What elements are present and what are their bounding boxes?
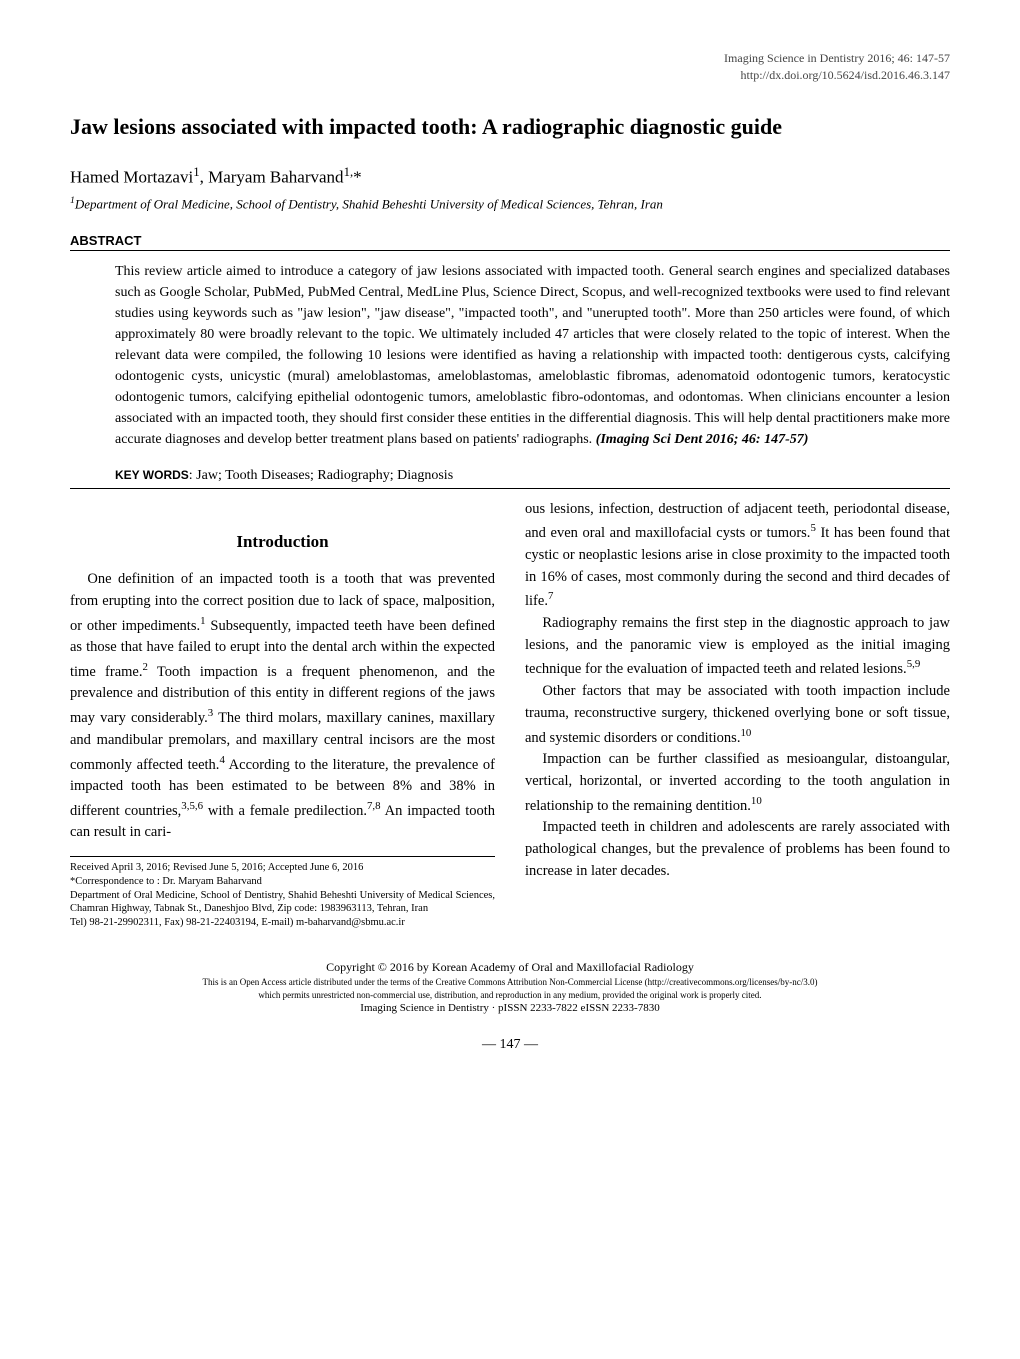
body-paragraph: Radiography remains the first step in th… bbox=[525, 613, 950, 681]
footnote-received: Received April 3, 2016; Revised June 5, … bbox=[70, 861, 495, 875]
article-title: Jaw lesions associated with impacted too… bbox=[70, 114, 950, 140]
authors: Hamed Mortazavi1, Maryam Baharvand1,* bbox=[70, 165, 950, 188]
abstract-body: This review article aimed to introduce a… bbox=[115, 261, 950, 450]
affiliation: 1Department of Oral Medicine, School of … bbox=[70, 195, 950, 212]
right-column: ous lesions, infection, destruction of a… bbox=[525, 499, 950, 930]
footnote-separator bbox=[70, 856, 495, 857]
footnotes: Received April 3, 2016; Revised June 5, … bbox=[70, 861, 495, 929]
body-columns: Introduction One definition of an impact… bbox=[70, 499, 950, 930]
journal-doi: http://dx.doi.org/10.5624/isd.2016.46.3.… bbox=[70, 67, 950, 84]
abstract-rule-bottom bbox=[70, 488, 950, 489]
footnote-correspondence: *Correspondence to : Dr. Maryam Baharvan… bbox=[70, 875, 495, 889]
keywords-label: KEY WORDS bbox=[115, 468, 189, 482]
body-paragraph: Impacted teeth in children and adolescen… bbox=[525, 817, 950, 882]
abstract-rule-top bbox=[70, 250, 950, 251]
body-paragraph: Other factors that may be associated wit… bbox=[525, 681, 950, 749]
page-number: — 147 — bbox=[70, 1037, 950, 1053]
body-paragraph: ous lesions, infection, destruction of a… bbox=[525, 499, 950, 613]
license-line: This is an Open Access article distribut… bbox=[70, 976, 950, 989]
intro-paragraph: One definition of an impacted tooth is a… bbox=[70, 569, 495, 844]
keywords-text: : Jaw; Tooth Diseases; Radiography; Diag… bbox=[189, 468, 453, 483]
footnote-address: Department of Oral Medicine, School of D… bbox=[70, 889, 495, 916]
abstract-heading: ABSTRACT bbox=[70, 233, 950, 248]
issn-line: Imaging Science in Dentistry · pISSN 223… bbox=[70, 1001, 950, 1016]
copyright-line: Copyright © 2016 by Korean Academy of Or… bbox=[70, 959, 950, 976]
journal-header: Imaging Science in Dentistry 2016; 46: 1… bbox=[70, 50, 950, 84]
keywords: KEY WORDS: Jaw; Tooth Diseases; Radiogra… bbox=[115, 468, 950, 484]
intro-heading: Introduction bbox=[70, 529, 495, 555]
journal-citation: Imaging Science in Dentistry 2016; 46: 1… bbox=[70, 50, 950, 67]
copyright-block: Copyright © 2016 by Korean Academy of Or… bbox=[70, 959, 950, 1016]
left-column: Introduction One definition of an impact… bbox=[70, 499, 495, 930]
license-line: which permits unrestricted non-commercia… bbox=[70, 989, 950, 1002]
body-paragraph: Impaction can be further classified as m… bbox=[525, 749, 950, 817]
footnote-contact: Tel) 98-21-29902311, Fax) 98-21-22403194… bbox=[70, 916, 495, 930]
